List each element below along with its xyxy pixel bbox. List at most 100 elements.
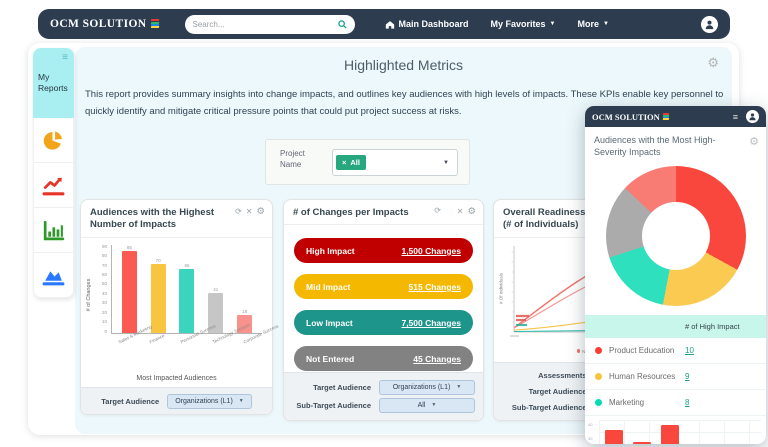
selected-tag[interactable]: × All: [336, 155, 366, 170]
sidebar-item-pie-report[interactable]: [33, 118, 74, 163]
y-tick-label: 30: [101, 300, 107, 306]
bar-value-label: 18: [242, 309, 248, 315]
bar[interactable]: [179, 269, 195, 333]
nav-more[interactable]: More ▼: [578, 19, 609, 29]
pie-chart-icon: [43, 131, 62, 150]
x-tick-label: Personnel Success: [180, 322, 217, 345]
target-audience-dropdown[interactable]: Organizations (L1) ▼: [167, 393, 252, 409]
mini-bar-red-segment: 29: [661, 425, 679, 444]
brand-text: OCM SOLUTION: [50, 18, 147, 30]
bar-column[interactable]: 41: [208, 245, 224, 333]
project-name-select[interactable]: × All ▼: [332, 149, 458, 176]
impact-value-link[interactable]: 515 Changes: [408, 281, 461, 292]
user-avatar[interactable]: [746, 110, 759, 123]
card-footer: Target Audience Organizations (L1) ▼: [81, 387, 272, 414]
bar-chart-bars: 85 70 65 41 18: [112, 245, 262, 333]
sidebar-item-bar-report[interactable]: [33, 208, 74, 253]
card-actions: ⟳: [434, 207, 441, 215]
nav-main-dashboard[interactable]: Main Dashboard: [385, 19, 469, 29]
tag-remove-icon[interactable]: ×: [342, 158, 347, 167]
impact-row-mid[interactable]: Mid Impact 515 Changes: [294, 274, 473, 300]
table-row: Human Resources 9: [585, 364, 766, 391]
search-box[interactable]: [184, 14, 355, 34]
dropdown-value: Organizations (L1): [392, 384, 451, 392]
impact-label: High Impact: [306, 245, 355, 256]
mini-bar-red-segment: 24: [633, 442, 651, 444]
bar[interactable]: [150, 264, 166, 333]
sidebar-item-area-report[interactable]: [33, 253, 74, 298]
chevron-down-icon[interactable]: ▼: [443, 159, 449, 166]
bar-column[interactable]: 70: [150, 245, 166, 333]
row-value-link[interactable]: 9: [685, 372, 690, 382]
row-label: Human Resources: [609, 372, 676, 382]
sidebar-item-line-report[interactable]: [33, 163, 74, 208]
impact-row-not-entered[interactable]: Not Entered 45 Changes: [294, 346, 473, 372]
bar-column[interactable]: 18: [237, 245, 253, 333]
impact-rows: High Impact 1,500 Changes Mid Impact 515…: [284, 238, 483, 372]
card-highest-impacts: Audiences with the Highest Number of Imp…: [80, 199, 280, 415]
x-tick-label: Finance: [148, 332, 166, 345]
mini-bar[interactable]: 24: [633, 442, 651, 444]
popout-icon[interactable]: ⟳: [434, 206, 441, 215]
gear-icon[interactable]: ⚙: [467, 206, 476, 217]
brand-logo[interactable]: OCM SOLUTION: [50, 18, 159, 30]
impact-value-link[interactable]: 7,500 Changes: [401, 317, 461, 328]
target-audience-dropdown[interactable]: Organizations (L1) ▼: [379, 380, 475, 396]
brand-logo[interactable]: OCM SOLUTION: [592, 111, 670, 122]
x-tick-label: Corporate Success: [242, 322, 280, 345]
sidebar-header: ≡ My Reports: [33, 48, 74, 118]
hamburger-icon[interactable]: ≡: [732, 111, 738, 122]
row-value-link[interactable]: 8: [685, 398, 690, 408]
legend-dot: [576, 349, 581, 353]
sub-target-audience-dropdown[interactable]: All ▼: [379, 397, 475, 413]
table-row: Product Education 10: [585, 338, 766, 365]
assessments-label: Assessments: [538, 370, 587, 380]
sidebar-menu-label: My Reports: [38, 72, 68, 94]
bar[interactable]: [121, 250, 137, 333]
mini-bar[interactable]: 29: [661, 425, 679, 444]
bar[interactable]: [208, 292, 224, 333]
hamburger-icon[interactable]: ≡: [62, 52, 68, 63]
bar[interactable]: [237, 315, 253, 333]
impact-row-high[interactable]: High Impact 1,500 Changes: [294, 238, 473, 264]
sub-target-audience-label: Sub-Target Audience: [296, 400, 371, 410]
brand-text: OCM SOLUTION: [592, 111, 660, 122]
y-tick-label: 90: [101, 243, 107, 249]
donut-hole: [641, 202, 710, 271]
impact-value-link[interactable]: 1,500 Changes: [401, 245, 461, 256]
impact-value-link[interactable]: 45 Changes: [413, 353, 461, 364]
bar-column[interactable]: 85: [121, 245, 137, 333]
search-icon[interactable]: [337, 19, 347, 29]
user-avatar[interactable]: [701, 15, 718, 33]
person-icon: [705, 20, 714, 29]
row-value-link[interactable]: 10: [685, 346, 694, 356]
nav-my-favorites[interactable]: My Favorites ▼: [491, 19, 556, 29]
impact-row-low[interactable]: Low Impact 7,500 Changes: [294, 310, 473, 336]
value-column-header: # of High Impact: [685, 322, 740, 332]
gear-icon[interactable]: ⚙: [256, 206, 265, 217]
y-tick-label: 50: [101, 281, 107, 287]
chevron-down-icon: ▼: [238, 397, 244, 404]
series-dot: [595, 373, 602, 381]
nav-label: My Favorites: [490, 19, 546, 29]
mini-chart-bars: 2611242911: [605, 425, 707, 444]
dropdown-value: Organizations (L1): [175, 397, 233, 405]
nav-label: Main Dashboard: [398, 19, 469, 29]
gear-icon[interactable]: ⚙: [707, 55, 719, 70]
search-input[interactable]: [192, 19, 338, 29]
close-icon[interactable]: ✕: [456, 206, 464, 216]
bar-column[interactable]: 65: [179, 245, 195, 333]
impact-label: Mid Impact: [306, 281, 351, 292]
gear-icon[interactable]: ⚙: [749, 136, 759, 148]
card-actions: ✕ ⚙: [457, 207, 476, 217]
popout-icon[interactable]: ⟳: [235, 206, 242, 216]
series-dot: [595, 347, 602, 355]
close-icon[interactable]: ✕: [245, 206, 253, 216]
chevron-down-icon: ▼: [603, 21, 609, 27]
footer-row: Sub-Target Audience All ▼: [292, 397, 475, 413]
series-dot: [595, 399, 602, 407]
project-name-label: Project Name: [280, 149, 305, 170]
mini-bar[interactable]: 2611: [605, 430, 623, 444]
